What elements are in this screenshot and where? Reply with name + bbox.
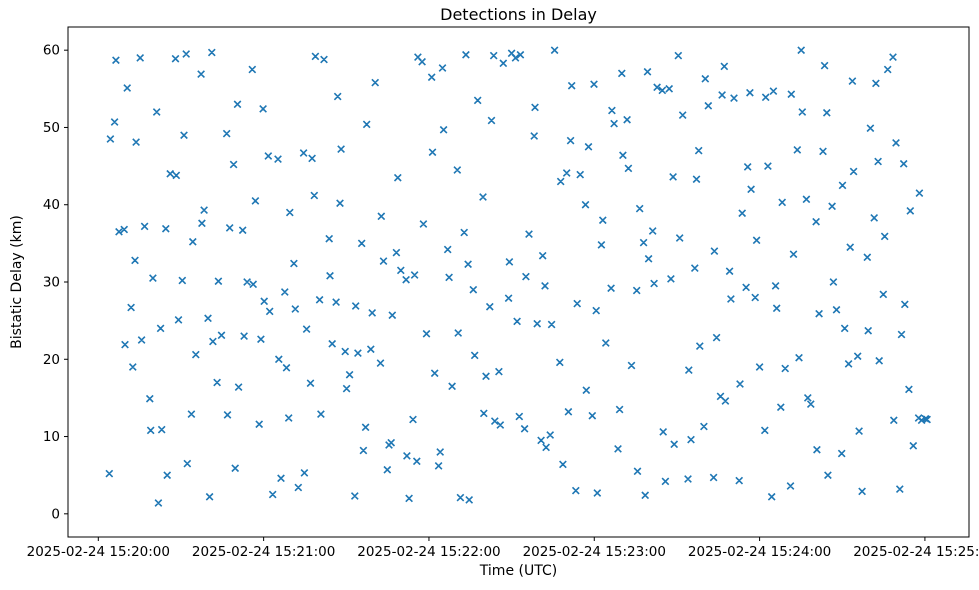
y-tick-label: 40 bbox=[43, 197, 60, 213]
y-tick-label: 60 bbox=[43, 43, 60, 59]
y-tick-label: 20 bbox=[43, 352, 60, 368]
x-tick-label: 2025-02-24 15:24:00 bbox=[688, 544, 831, 560]
x-tick-label: 2025-02-24 15:20:00 bbox=[27, 544, 170, 560]
scatter-points bbox=[105, 46, 931, 507]
x-tick-label: 2025-02-24 15:23:00 bbox=[523, 544, 666, 560]
y-tick-label: 0 bbox=[51, 506, 60, 522]
y-tick-label: 10 bbox=[43, 429, 60, 445]
x-tick-label: 2025-02-24 15:22:00 bbox=[357, 544, 500, 560]
chart-title: Detections in Delay bbox=[440, 5, 597, 24]
x-tick-label: 2025-02-24 15:25:00 bbox=[853, 544, 979, 560]
x-axis-label: Time (UTC) bbox=[479, 563, 558, 579]
y-tick-label: 50 bbox=[43, 120, 60, 136]
y-tick-label: 30 bbox=[43, 275, 60, 291]
x-tick-label: 2025-02-24 15:21:00 bbox=[192, 544, 335, 560]
